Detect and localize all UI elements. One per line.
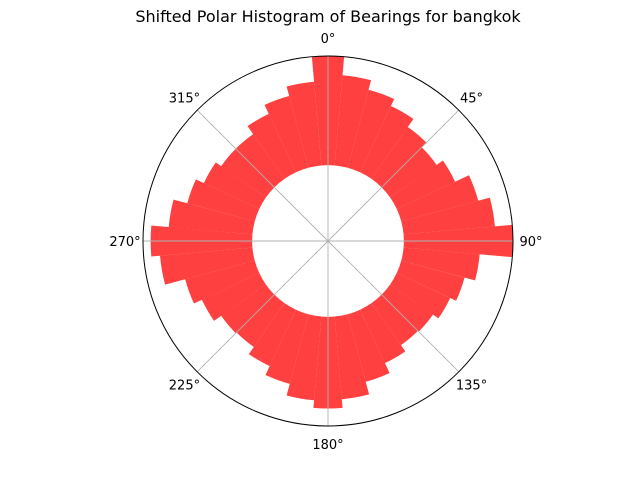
bar-150 — [360, 303, 406, 364]
bar-40 — [371, 127, 427, 188]
bar-330 — [247, 113, 296, 179]
bar-230 — [221, 284, 275, 334]
grid-line-315 — [196, 109, 329, 242]
bar-320 — [235, 134, 285, 188]
bar-70 — [396, 175, 479, 222]
bar-160 — [347, 309, 390, 382]
theta-tick-labels: 0° 45° 90° 135° 180° 225° 270° 315° — [109, 32, 542, 453]
bar-280 — [168, 199, 255, 235]
bar-300 — [203, 162, 266, 209]
polar-outer-circle — [142, 55, 514, 427]
tick-label-270: 270° — [109, 235, 140, 250]
bar-200 — [265, 309, 309, 384]
bar-10 — [334, 75, 372, 168]
angular-grid — [143, 56, 513, 426]
tick-label-135: 135° — [456, 379, 487, 394]
bar-20 — [347, 89, 395, 173]
tick-label-90: 90° — [519, 235, 542, 250]
tick-label-315: 315° — [169, 91, 200, 106]
bar-260 — [160, 247, 255, 285]
chart-title: Shifted Polar Histogram of Bearings for … — [135, 7, 521, 26]
tick-label-45: 45° — [460, 91, 483, 106]
grid-line-225 — [196, 240, 329, 373]
bar-110 — [396, 260, 465, 301]
tick-label-225: 225° — [169, 379, 200, 394]
bar-190 — [286, 314, 322, 401]
bar-50 — [381, 147, 437, 198]
bar-310 — [221, 148, 275, 198]
tick-label-180: 180° — [312, 438, 343, 453]
bar-350 — [286, 81, 322, 168]
grid-line-135 — [327, 240, 460, 373]
bar-340 — [264, 96, 309, 173]
tick-label-0: 0° — [321, 32, 336, 47]
bar-290 — [187, 179, 260, 222]
bar-30 — [360, 105, 414, 179]
bar-80 — [401, 197, 495, 235]
bar-250 — [185, 260, 260, 304]
bar-240 — [201, 273, 266, 321]
bar-100 — [401, 247, 480, 281]
bar-210 — [248, 303, 296, 367]
bar-120 — [390, 273, 451, 319]
bar-140 — [371, 294, 418, 346]
grid-line-45 — [327, 109, 460, 242]
bar-60 — [390, 160, 456, 209]
bars-group — [150, 55, 514, 409]
bar-220 — [236, 294, 285, 347]
bar-130 — [381, 284, 434, 332]
bar-170 — [334, 314, 370, 400]
